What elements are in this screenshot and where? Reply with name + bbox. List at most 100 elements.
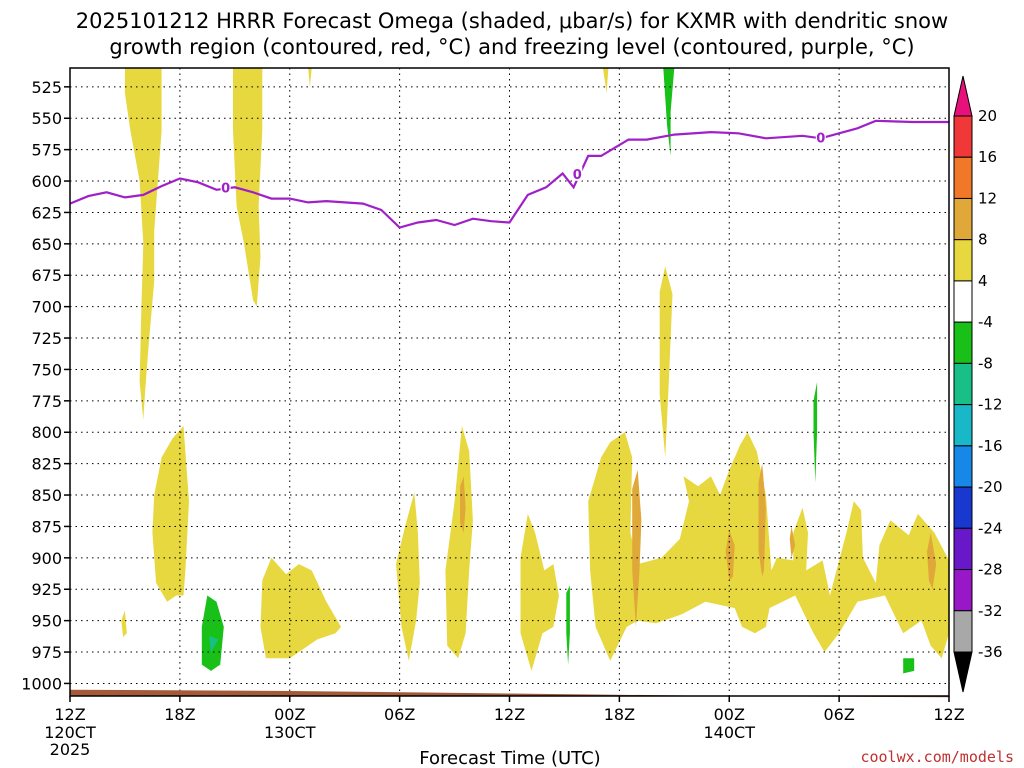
colorbar-label: -16	[978, 437, 1003, 455]
colorbar-segment	[953, 197, 973, 241]
colorbar-segment	[953, 362, 973, 406]
plot-area: 0 0 0	[69, 68, 949, 698]
x-axis: 12Z 18Z 00Z 06Z 12Z 18Z 00Z 06Z 12Z120CT2025130C…	[44, 696, 965, 759]
x-tick-label: 18Z	[604, 705, 635, 724]
grid	[70, 68, 949, 696]
omega-region-12	[460, 476, 466, 533]
chart-title-line-1: 2025101212 HRRR Forecast Omega (shaded, …	[76, 9, 948, 33]
colorbar-label: -20	[978, 478, 1003, 496]
colorbar-label: 8	[978, 231, 988, 249]
y-axis: 525 550 575 600 625 650 675 700 725 750 775 800 825 8…	[21, 78, 70, 693]
x-axis-label: Forecast Time (UTC)	[419, 748, 600, 768]
colorbar-segment	[953, 610, 973, 653]
freezing-level-line	[69, 119, 949, 229]
y-tick-label: 825	[31, 455, 62, 474]
omega-region-0	[124, 68, 162, 420]
y-tick-label: 800	[31, 423, 62, 442]
omega-region-16	[927, 532, 937, 590]
colorbar-label: 16	[978, 148, 997, 166]
y-tick-label: 550	[31, 109, 62, 128]
x-tick-label: 00Z	[274, 705, 305, 724]
colorbar-label: -8	[978, 354, 993, 372]
colorbar-segment	[953, 486, 973, 529]
colorbar-segment	[953, 115, 973, 158]
colorbar-label: 4	[978, 272, 988, 290]
y-tick-label: 625	[31, 203, 62, 222]
omega-region-18	[201, 595, 224, 671]
freezing-level-label-bg	[220, 180, 231, 195]
colorbar-label: -32	[978, 602, 1003, 620]
y-tick-label: 750	[31, 360, 62, 379]
omega-region-1	[233, 68, 263, 307]
colorbar-label: 12	[978, 189, 997, 207]
x-tick-label: 06Z	[384, 705, 415, 724]
colorbar-segment	[953, 404, 973, 447]
freezing-level-label-bg	[815, 130, 826, 145]
y-tick-label: 975	[31, 643, 62, 662]
y-tick-label: 650	[31, 235, 62, 254]
colorbar-label: -24	[978, 519, 1003, 537]
omega-region-23	[209, 635, 219, 652]
colorbar-label: -12	[978, 396, 1003, 414]
y-tick-label: 925	[31, 580, 62, 599]
y-tick-label: 700	[31, 298, 62, 317]
y-tick-label: 875	[31, 517, 62, 536]
y-tick-label: 1000	[21, 674, 62, 693]
chart-title-line-2: growth region (contoured, red, °C) and f…	[109, 35, 914, 59]
x-tick-label: 12Z	[54, 705, 85, 724]
y-tick-label: 950	[31, 612, 62, 631]
omega-region-11	[602, 68, 609, 94]
colorbar-segment	[953, 239, 973, 282]
x-date-label: 2025	[50, 740, 91, 759]
omega-region-4	[396, 492, 420, 661]
x-tick-label: 18Z	[164, 705, 195, 724]
omega-region-8	[659, 266, 673, 458]
colorbar-segment	[953, 569, 973, 612]
omega-region-19	[663, 68, 675, 156]
colorbar-segment	[953, 527, 973, 571]
colorbar-segment	[953, 280, 973, 323]
x-date-label: 130CT	[264, 723, 316, 742]
y-tick-label: 575	[31, 141, 62, 160]
freezing-level-label: 0	[221, 182, 230, 197]
omega-region-17	[789, 526, 796, 558]
x-date-label: 140CT	[704, 723, 756, 742]
freezing-level-label: 0	[816, 131, 825, 146]
freezing-level-label: 0	[573, 168, 582, 183]
y-tick-label: 725	[31, 329, 62, 348]
omega-region-9	[121, 610, 127, 637]
y-tick-label: 675	[31, 266, 62, 285]
omega-region-5	[445, 426, 473, 659]
omega-region-10	[308, 68, 312, 87]
x-tick-label: 12Z	[494, 705, 525, 724]
omega-region-3	[260, 557, 341, 659]
x-tick-label: 06Z	[823, 705, 854, 724]
colorbar: 20 16 12 8 4 -4 -8 -12 -16 -20 -24 -28 -32 -36	[953, 75, 1003, 693]
x-tick-label: 12Z	[933, 705, 964, 724]
omega-region-14	[725, 530, 735, 581]
omega-region-7	[588, 432, 949, 661]
x-tick-label: 00Z	[714, 705, 745, 724]
y-tick-label: 900	[31, 549, 62, 568]
freezing-level-label-bg	[572, 166, 583, 181]
y-tick-label: 775	[31, 392, 62, 411]
y-tick-label: 525	[31, 78, 62, 97]
omega-region-21	[566, 585, 570, 665]
colorbar-segment	[953, 445, 973, 488]
colorbar-top-arrow	[953, 75, 973, 117]
omega-region-15	[758, 463, 766, 577]
colorbar-segment	[953, 156, 973, 199]
y-tick-label: 850	[31, 486, 62, 505]
colorbar-label: 20	[978, 107, 997, 125]
source-credit: coolwx.com/models	[860, 748, 1014, 766]
omega-region-13	[632, 469, 642, 627]
omega-region-22	[903, 658, 915, 674]
colorbar-bottom-arrow	[953, 651, 973, 693]
omega-region-20	[813, 382, 818, 483]
x-date-label: 120CT	[44, 723, 96, 742]
colorbar-label: -28	[978, 561, 1003, 579]
y-tick-label: 600	[31, 172, 62, 191]
colorbar-label: -4	[978, 313, 993, 331]
omega-region-2	[152, 426, 189, 602]
